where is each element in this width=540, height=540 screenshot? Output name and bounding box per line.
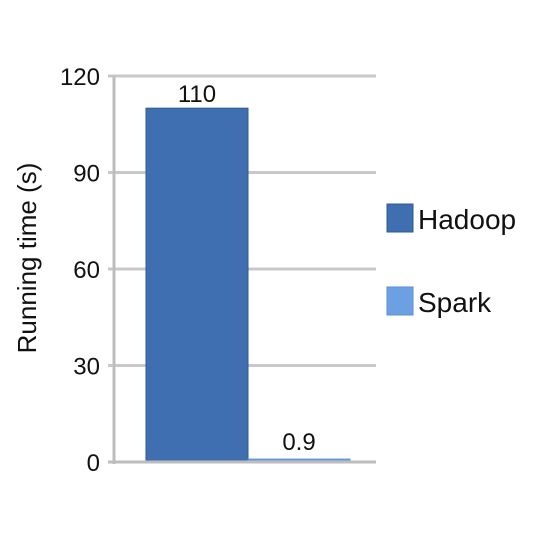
y-tick-label: 120	[60, 64, 100, 91]
legend-swatch-spark	[386, 286, 414, 316]
bars	[145, 107, 351, 463]
legend-swatch-hadoop	[386, 203, 414, 233]
data-label-hadoop: 110	[178, 81, 216, 108]
y-tick-label: 0	[87, 450, 100, 477]
data-labels: 110 0.9	[178, 81, 316, 456]
legend-label-spark: Spark	[418, 287, 492, 318]
bar-hadoop	[145, 107, 249, 463]
y-axis-label: Running time (s)	[12, 163, 42, 354]
data-label-spark: 0.9	[282, 429, 315, 456]
legend-label-hadoop: Hadoop	[418, 204, 516, 235]
axes	[108, 76, 376, 464]
y-tick-label: 60	[73, 257, 100, 284]
y-tick-label: 30	[73, 354, 100, 381]
y-tick-labels: 0 30 60 90 120	[60, 64, 100, 477]
legend: Hadoop Spark	[386, 203, 516, 318]
y-tick-label: 90	[73, 161, 100, 188]
